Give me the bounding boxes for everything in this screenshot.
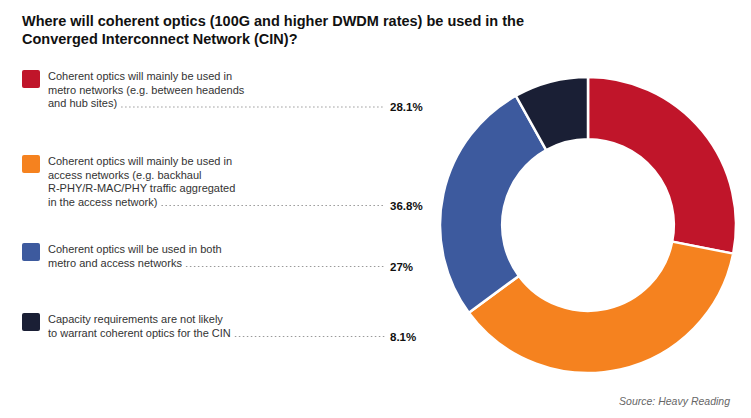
legend-label: Coherent optics will mainly be used in ac… [48, 155, 235, 208]
leader-line [121, 107, 385, 108]
legend-label-line: Coherent optics will be used in both [48, 243, 222, 255]
legend-label: Capacity requirements are not likely to w… [48, 313, 231, 339]
legend-swatch [22, 243, 40, 261]
leader-line [186, 266, 385, 267]
legend-label: Coherent optics will mainly be used in me… [48, 70, 245, 109]
donut [440, 77, 736, 373]
legend-label-line: metro networks (e.g. between headends [48, 84, 245, 96]
legend-swatch [22, 70, 40, 88]
legend-swatch [22, 313, 40, 331]
leader-line [235, 336, 385, 337]
title-line: Where will coherent optics (100G and hig… [22, 13, 524, 29]
legend-label-line: access networks (e.g. backhaul [48, 169, 201, 181]
legend-label-line: Capacity requirements are not likely [48, 313, 223, 325]
legend-label-line: Coherent optics will mainly be used in [48, 155, 232, 167]
legend-label-line: metro and access networks [48, 257, 182, 269]
donut-slice [516, 77, 588, 150]
legend-label-line: Coherent optics will mainly be used in [48, 70, 232, 82]
donut-slice [440, 96, 546, 313]
chart: Where will coherent optics (100G and hig… [0, 0, 751, 418]
legend-value: 8.1% [390, 331, 416, 343]
legend-label-line: R-PHY/R-MAC/PHY traffic aggregated [48, 182, 235, 194]
legend-value: 28.1% [390, 101, 423, 113]
legend-value: 36.8% [390, 200, 423, 212]
leader-line [161, 205, 385, 206]
source-note: Source: Heavy Reading [619, 395, 730, 407]
legend-label-line: in the access network) [48, 196, 157, 208]
title: Where will coherent optics (100G and hig… [22, 13, 524, 47]
legend-swatch [22, 155, 40, 173]
donut-slice [588, 77, 736, 254]
legend-label-line: to warrant coherent optics for the CIN [48, 327, 231, 339]
legend-label: Coherent optics will be used in both metr… [48, 243, 222, 269]
legend: Coherent optics will mainly be used in me… [22, 70, 423, 343]
legend-label-line: and hub sites) [48, 97, 117, 109]
title-line: Converged Interconnect Network (CIN)? [22, 31, 298, 47]
legend-value: 27% [390, 261, 413, 273]
